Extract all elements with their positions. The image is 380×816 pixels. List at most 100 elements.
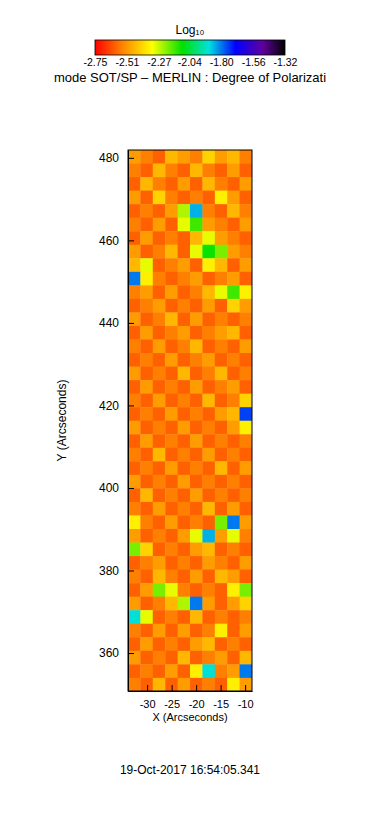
heatmap-cell xyxy=(215,515,228,529)
heatmap-cell xyxy=(165,515,178,529)
heatmap-cell xyxy=(165,204,178,218)
x-axis-line xyxy=(129,691,253,692)
heatmap-cell xyxy=(165,367,178,381)
heatmap-cell xyxy=(165,353,178,367)
heatmap-cell xyxy=(140,326,153,340)
heatmap-cell xyxy=(240,353,252,367)
heatmap-cell xyxy=(178,218,191,232)
heatmap-cell xyxy=(215,624,228,638)
heatmap-cell xyxy=(140,339,153,353)
x-tick: -10 xyxy=(238,685,254,710)
heatmap-cell xyxy=(215,353,228,367)
heatmap-cell xyxy=(178,394,191,408)
heatmap-cell xyxy=(140,394,153,408)
heatmap-cell xyxy=(165,637,178,651)
y-tick: 460 xyxy=(99,234,134,248)
heatmap-cell xyxy=(140,312,153,326)
heatmap-cell xyxy=(153,177,166,191)
heatmap-cell xyxy=(153,353,166,367)
heatmap-cell xyxy=(202,164,215,178)
heatmap-cell xyxy=(140,177,153,191)
heatmap-cell xyxy=(128,218,141,232)
heatmap-cell xyxy=(153,475,166,489)
heatmap-cell xyxy=(202,407,215,421)
heatmap-cell xyxy=(240,448,252,462)
heatmap-cell xyxy=(128,150,141,164)
heatmap-cell xyxy=(190,678,203,691)
heatmap-cell xyxy=(240,664,252,678)
heatmap-cell xyxy=(190,624,203,638)
heatmap-cell xyxy=(153,150,166,164)
heatmap-cell xyxy=(140,515,153,529)
heatmap-cell xyxy=(140,543,153,557)
heatmap-cell xyxy=(190,407,203,421)
heatmap-cell xyxy=(227,380,240,394)
heatmap-cell xyxy=(140,583,153,597)
heatmap-cell xyxy=(190,664,203,678)
heatmap-cell xyxy=(165,583,178,597)
heatmap-cell xyxy=(240,339,252,353)
heatmap-cell xyxy=(202,678,215,691)
heatmap-cell xyxy=(128,164,141,178)
annotation: 19-Oct-2017 16:54:05.341 xyxy=(120,763,260,777)
x-tick-mark xyxy=(196,685,197,691)
heatmap-cell xyxy=(140,461,153,475)
heatmap-cell xyxy=(178,326,191,340)
heatmap-cell xyxy=(190,556,203,570)
heatmap-cell xyxy=(227,475,240,489)
heatmap-cell xyxy=(240,583,252,597)
heatmap-cell xyxy=(215,461,228,475)
y-axis-title: Y (Arcseconds) xyxy=(55,380,69,462)
x-tick-label: -20 xyxy=(189,698,205,710)
heatmap-cell xyxy=(215,258,228,272)
heatmap-cell xyxy=(153,664,166,678)
heatmap-cell xyxy=(190,475,203,489)
heatmap-cell xyxy=(190,258,203,272)
heatmap-cell xyxy=(153,488,166,502)
heatmap-cell xyxy=(202,461,215,475)
heatmap-cell xyxy=(190,637,203,651)
heatmap-cell xyxy=(240,461,252,475)
heatmap-cell xyxy=(178,515,191,529)
heatmap-cell xyxy=(227,448,240,462)
heatmap-cell xyxy=(153,421,166,435)
heatmap-cell xyxy=(153,231,166,245)
y-tick-mark xyxy=(128,653,134,654)
heatmap-cell xyxy=(128,597,141,611)
heatmap-cell xyxy=(128,367,141,381)
heatmap-cell xyxy=(165,191,178,205)
heatmap-cell xyxy=(227,461,240,475)
colorbar-tick: -2.75 xyxy=(84,55,108,68)
heatmap-cell xyxy=(215,177,228,191)
heatmap-cell xyxy=(178,231,191,245)
heatmap-cell xyxy=(165,448,178,462)
heatmap-cell xyxy=(140,231,153,245)
heatmap-cell xyxy=(202,339,215,353)
heatmap-cell xyxy=(190,461,203,475)
heatmap-cell xyxy=(227,407,240,421)
colorbar-tick: -2.27 xyxy=(147,55,171,68)
heatmap-cell xyxy=(227,651,240,665)
heatmap-cell xyxy=(202,191,215,205)
x-tick-label: -25 xyxy=(164,698,180,710)
heatmap-cell xyxy=(215,394,228,408)
heatmap-cell xyxy=(165,326,178,340)
heatmap-cell xyxy=(165,407,178,421)
heatmap-cell xyxy=(215,448,228,462)
heatmap-cell xyxy=(240,651,252,665)
heatmap-cell xyxy=(140,597,153,611)
heatmap-cell xyxy=(202,421,215,435)
heatmap-cell xyxy=(128,299,141,313)
heatmap-cell xyxy=(153,543,166,557)
y-tick: 380 xyxy=(99,564,134,578)
heatmap-cell xyxy=(178,367,191,381)
colorbar-tick: -1.56 xyxy=(242,55,266,68)
colorbar-tick: -2.51 xyxy=(115,55,139,68)
heatmap-cell xyxy=(128,610,141,624)
heatmap-cell xyxy=(190,191,203,205)
colorbar-tick-label: -1.32 xyxy=(274,56,298,68)
y-tick-mark xyxy=(128,488,134,489)
heatmap-cell xyxy=(165,299,178,313)
heatmap-cell xyxy=(227,258,240,272)
heatmap-cell xyxy=(140,529,153,543)
